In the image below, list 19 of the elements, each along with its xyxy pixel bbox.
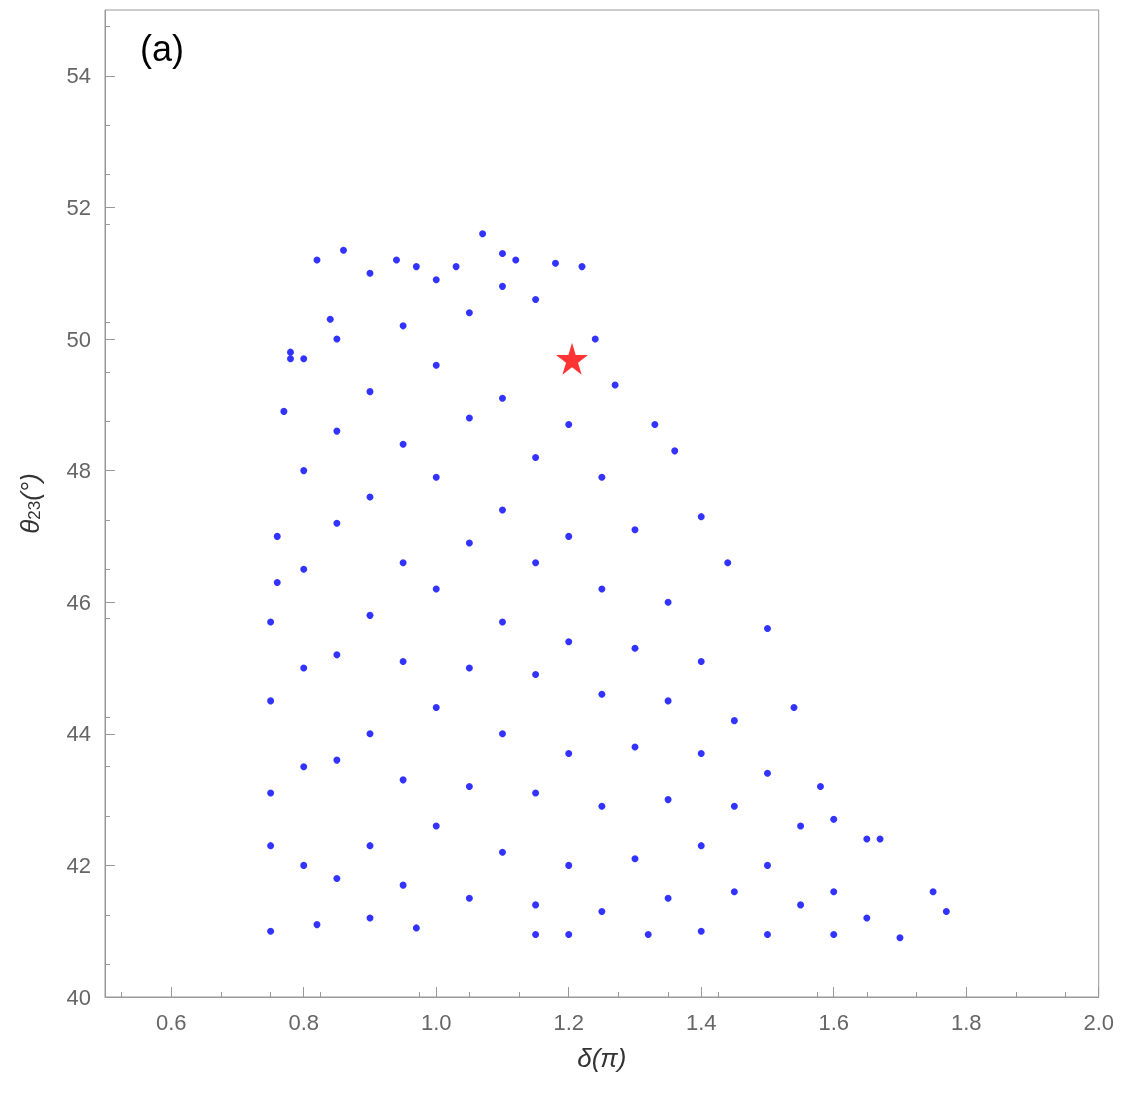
x-tick-label: 1.0 <box>420 1009 452 1035</box>
x-axis-title: δ(π) <box>577 1043 627 1073</box>
x-tick-label: 2.0 <box>1083 1009 1115 1035</box>
y-tick-label: 48 <box>66 458 91 484</box>
y-tick-label: 54 <box>66 63 91 89</box>
y-tick-label: 52 <box>66 194 91 220</box>
y-tick-label: 42 <box>66 852 91 878</box>
annotation: (a) <box>140 27 184 69</box>
y-tick-label: 40 <box>66 984 91 1010</box>
x-tick-label: 1.8 <box>950 1009 982 1035</box>
x-tick-label: 1.2 <box>553 1009 585 1035</box>
y-tick-label: 50 <box>66 326 91 352</box>
x-tick-label: 0.6 <box>155 1009 187 1035</box>
x-tick-label: 1.4 <box>685 1009 717 1035</box>
y-axis-title: θ23(°) <box>14 473 45 534</box>
y-tick-label: 46 <box>66 589 91 615</box>
x-tick-label: 0.8 <box>288 1009 320 1035</box>
x-tick-label: 1.6 <box>818 1009 850 1035</box>
y-tick-label: 44 <box>66 721 91 747</box>
